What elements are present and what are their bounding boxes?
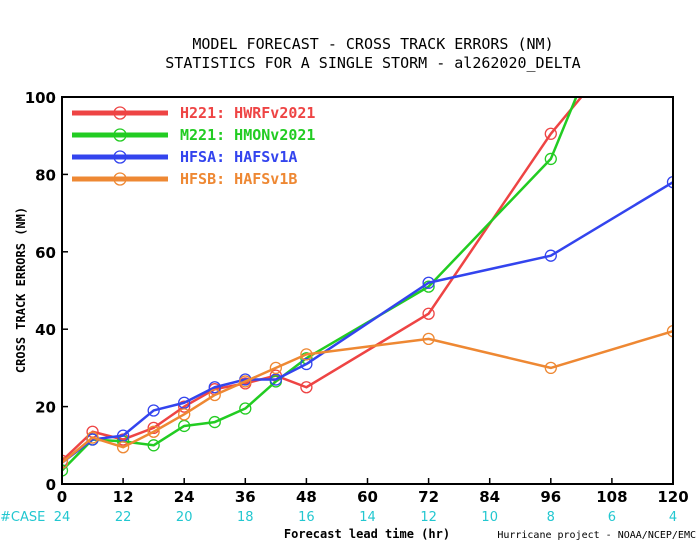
case-count: 18 (237, 510, 254, 525)
case-count: 14 (359, 510, 376, 525)
x-tick-label: 108 (596, 488, 627, 506)
y-axis: 0 20 40 60 80 100 (25, 89, 68, 494)
case-count: 6 (608, 510, 616, 525)
case-count: 16 (298, 510, 315, 525)
case-count: 22 (115, 510, 132, 525)
y-axis-label: CROSS TRACK ERRORS (NM) (14, 207, 28, 373)
series-point (147, 404, 160, 417)
legend-swatch-marker (113, 150, 127, 164)
legend-label: HFSB: HAFSv1B (180, 170, 297, 188)
case-count: 20 (176, 510, 193, 525)
series-point (86, 431, 99, 444)
y-tick-label: 0 (46, 476, 56, 494)
chart-title-line-2: STATISTICS FOR A SINGLE STORM - al262020… (165, 54, 580, 72)
series-point (300, 381, 313, 394)
series-point (544, 249, 557, 262)
series-point (239, 402, 252, 415)
series-point (208, 381, 221, 394)
legend-swatch-marker (113, 106, 127, 120)
legend: H221: HWRFv2021 M221: HMONv2021 HFSA: HAFS… (72, 104, 315, 188)
x-tick-label: 72 (418, 488, 439, 506)
x-tick-label: 60 (357, 488, 378, 506)
series-point (62, 456, 69, 469)
y-tick-label: 60 (35, 244, 56, 262)
legend-label: M221: HMONv2021 (180, 126, 315, 144)
series-point (147, 439, 160, 452)
x-tick-label: 24 (174, 488, 195, 506)
x-tick-label: 120 (657, 488, 688, 506)
case-count: 24 (54, 510, 71, 525)
case-count: 4 (669, 510, 677, 525)
x-axis: 0 12 24 36 48 60 72 84 96 108 120 (57, 478, 689, 506)
series-point (666, 175, 673, 189)
series-point (208, 415, 221, 429)
legend-swatch-marker (113, 172, 127, 186)
series-point (178, 400, 191, 413)
series-layer (62, 97, 673, 477)
series-point (300, 357, 313, 371)
x-tick-label: 48 (296, 488, 317, 506)
x-tick-label: 12 (113, 488, 134, 506)
series-point (147, 425, 160, 438)
legend-label: H221: HWRFv2021 (180, 104, 315, 122)
chart-title-line-1: MODEL FORECAST - CROSS TRACK ERRORS (NM) (192, 35, 553, 53)
series-point (178, 408, 191, 421)
series-point (666, 324, 673, 338)
series-point (544, 127, 557, 140)
series-line (62, 181, 673, 464)
case-count-row: #CASE 24 22 20 18 16 14 12 10 8 6 4 (0, 510, 677, 525)
y-tick-label: 20 (35, 399, 56, 417)
series-point (422, 307, 435, 320)
credit-text: Hurricane project - NOAA/NCEP/EMC (497, 530, 696, 541)
x-tick-label: 36 (235, 488, 256, 506)
case-label: #CASE (0, 510, 45, 525)
x-tick-label: 0 (57, 488, 67, 506)
x-axis-label: Forecast lead time (hr) (284, 527, 450, 541)
series-line (62, 97, 583, 462)
case-count: 10 (481, 510, 498, 525)
series-point (422, 276, 435, 289)
series-point (544, 361, 557, 375)
y-tick-label: 100 (25, 89, 56, 107)
series-point (116, 441, 130, 454)
case-count: 12 (420, 510, 437, 525)
case-count: 8 (547, 510, 555, 525)
x-tick-label: 96 (540, 488, 561, 506)
y-tick-label: 40 (35, 321, 56, 339)
legend-label: HFSA: HAFSv1A (180, 148, 297, 166)
series-point (208, 388, 221, 402)
series-point (239, 375, 252, 388)
y-tick-label: 80 (35, 166, 56, 184)
series-point (544, 152, 557, 166)
plot-area: 0 12 24 36 48 60 72 84 96 108 120 0 20 40 60 80 100 (25, 89, 689, 506)
series-point (269, 361, 283, 375)
series-point (300, 348, 313, 361)
series-point (422, 332, 435, 346)
x-tick-label: 84 (479, 488, 500, 506)
series-point (62, 464, 69, 477)
legend-swatch-marker (113, 128, 127, 142)
series-line (62, 97, 578, 472)
